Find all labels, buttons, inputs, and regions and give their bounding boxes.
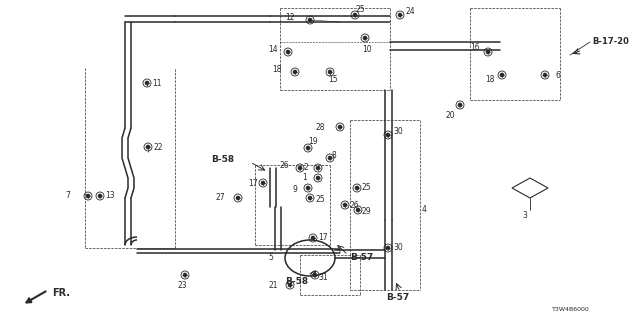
Circle shape [364,36,367,40]
Circle shape [356,208,360,212]
Circle shape [387,246,390,250]
Circle shape [307,186,310,189]
Circle shape [312,236,315,240]
Text: B-58: B-58 [211,156,234,164]
Circle shape [355,186,358,189]
Text: 21: 21 [269,281,278,290]
Circle shape [316,166,319,170]
Text: 5: 5 [268,253,273,262]
Circle shape [308,196,312,200]
Text: 1: 1 [302,173,307,182]
Circle shape [293,70,296,74]
Text: 16: 16 [470,44,480,52]
Text: 6: 6 [555,70,560,79]
Text: 15: 15 [328,76,338,84]
Text: 24: 24 [405,7,415,17]
Text: 30: 30 [393,127,403,137]
Circle shape [261,181,264,185]
Text: 8: 8 [332,150,337,159]
Text: 4: 4 [422,205,427,214]
Text: 31: 31 [318,274,328,283]
Circle shape [500,73,504,76]
Text: B-17-20: B-17-20 [592,36,629,45]
Circle shape [339,125,342,129]
Text: 17: 17 [318,234,328,243]
Text: T3W4B6000: T3W4B6000 [552,307,590,312]
Text: 19: 19 [308,138,317,147]
Circle shape [398,13,402,17]
Circle shape [328,70,332,74]
Circle shape [287,50,290,53]
Text: 18: 18 [486,76,495,84]
Text: 26: 26 [350,201,360,210]
Text: 25: 25 [355,5,365,14]
Text: 11: 11 [152,78,161,87]
Text: B-57: B-57 [387,293,410,302]
Text: 22: 22 [153,142,163,151]
Text: 12: 12 [285,13,295,22]
Text: 7: 7 [65,191,70,201]
Text: 9: 9 [292,186,297,195]
Text: 20: 20 [445,110,455,119]
Circle shape [145,81,148,84]
Text: B-57: B-57 [350,253,373,262]
Circle shape [353,13,356,17]
Text: 17: 17 [248,179,258,188]
Circle shape [147,145,150,148]
Circle shape [289,284,292,287]
Text: 29: 29 [362,207,372,217]
Circle shape [184,273,187,276]
Circle shape [316,176,319,180]
Circle shape [308,18,312,22]
Text: 25: 25 [362,183,372,193]
Text: 3: 3 [523,212,527,220]
Text: FR.: FR. [52,288,70,298]
Text: 10: 10 [362,45,372,54]
Text: 26: 26 [280,161,289,170]
Text: 28: 28 [316,123,325,132]
Text: B-58: B-58 [285,277,308,286]
Circle shape [328,156,332,160]
Text: 2: 2 [303,164,308,172]
Text: 23: 23 [177,281,187,290]
Text: 27: 27 [216,194,225,203]
Circle shape [344,204,347,207]
Circle shape [298,166,301,170]
Text: 14: 14 [268,45,278,54]
Circle shape [486,50,490,53]
Circle shape [236,196,239,200]
Circle shape [543,73,547,76]
Circle shape [99,194,102,197]
Text: 18: 18 [273,66,282,75]
Text: 25: 25 [315,196,324,204]
Text: 30: 30 [393,244,403,252]
Text: 13: 13 [105,191,115,201]
Circle shape [387,133,390,137]
Circle shape [86,194,90,197]
Circle shape [307,147,310,149]
Circle shape [314,273,317,276]
Circle shape [458,103,461,107]
